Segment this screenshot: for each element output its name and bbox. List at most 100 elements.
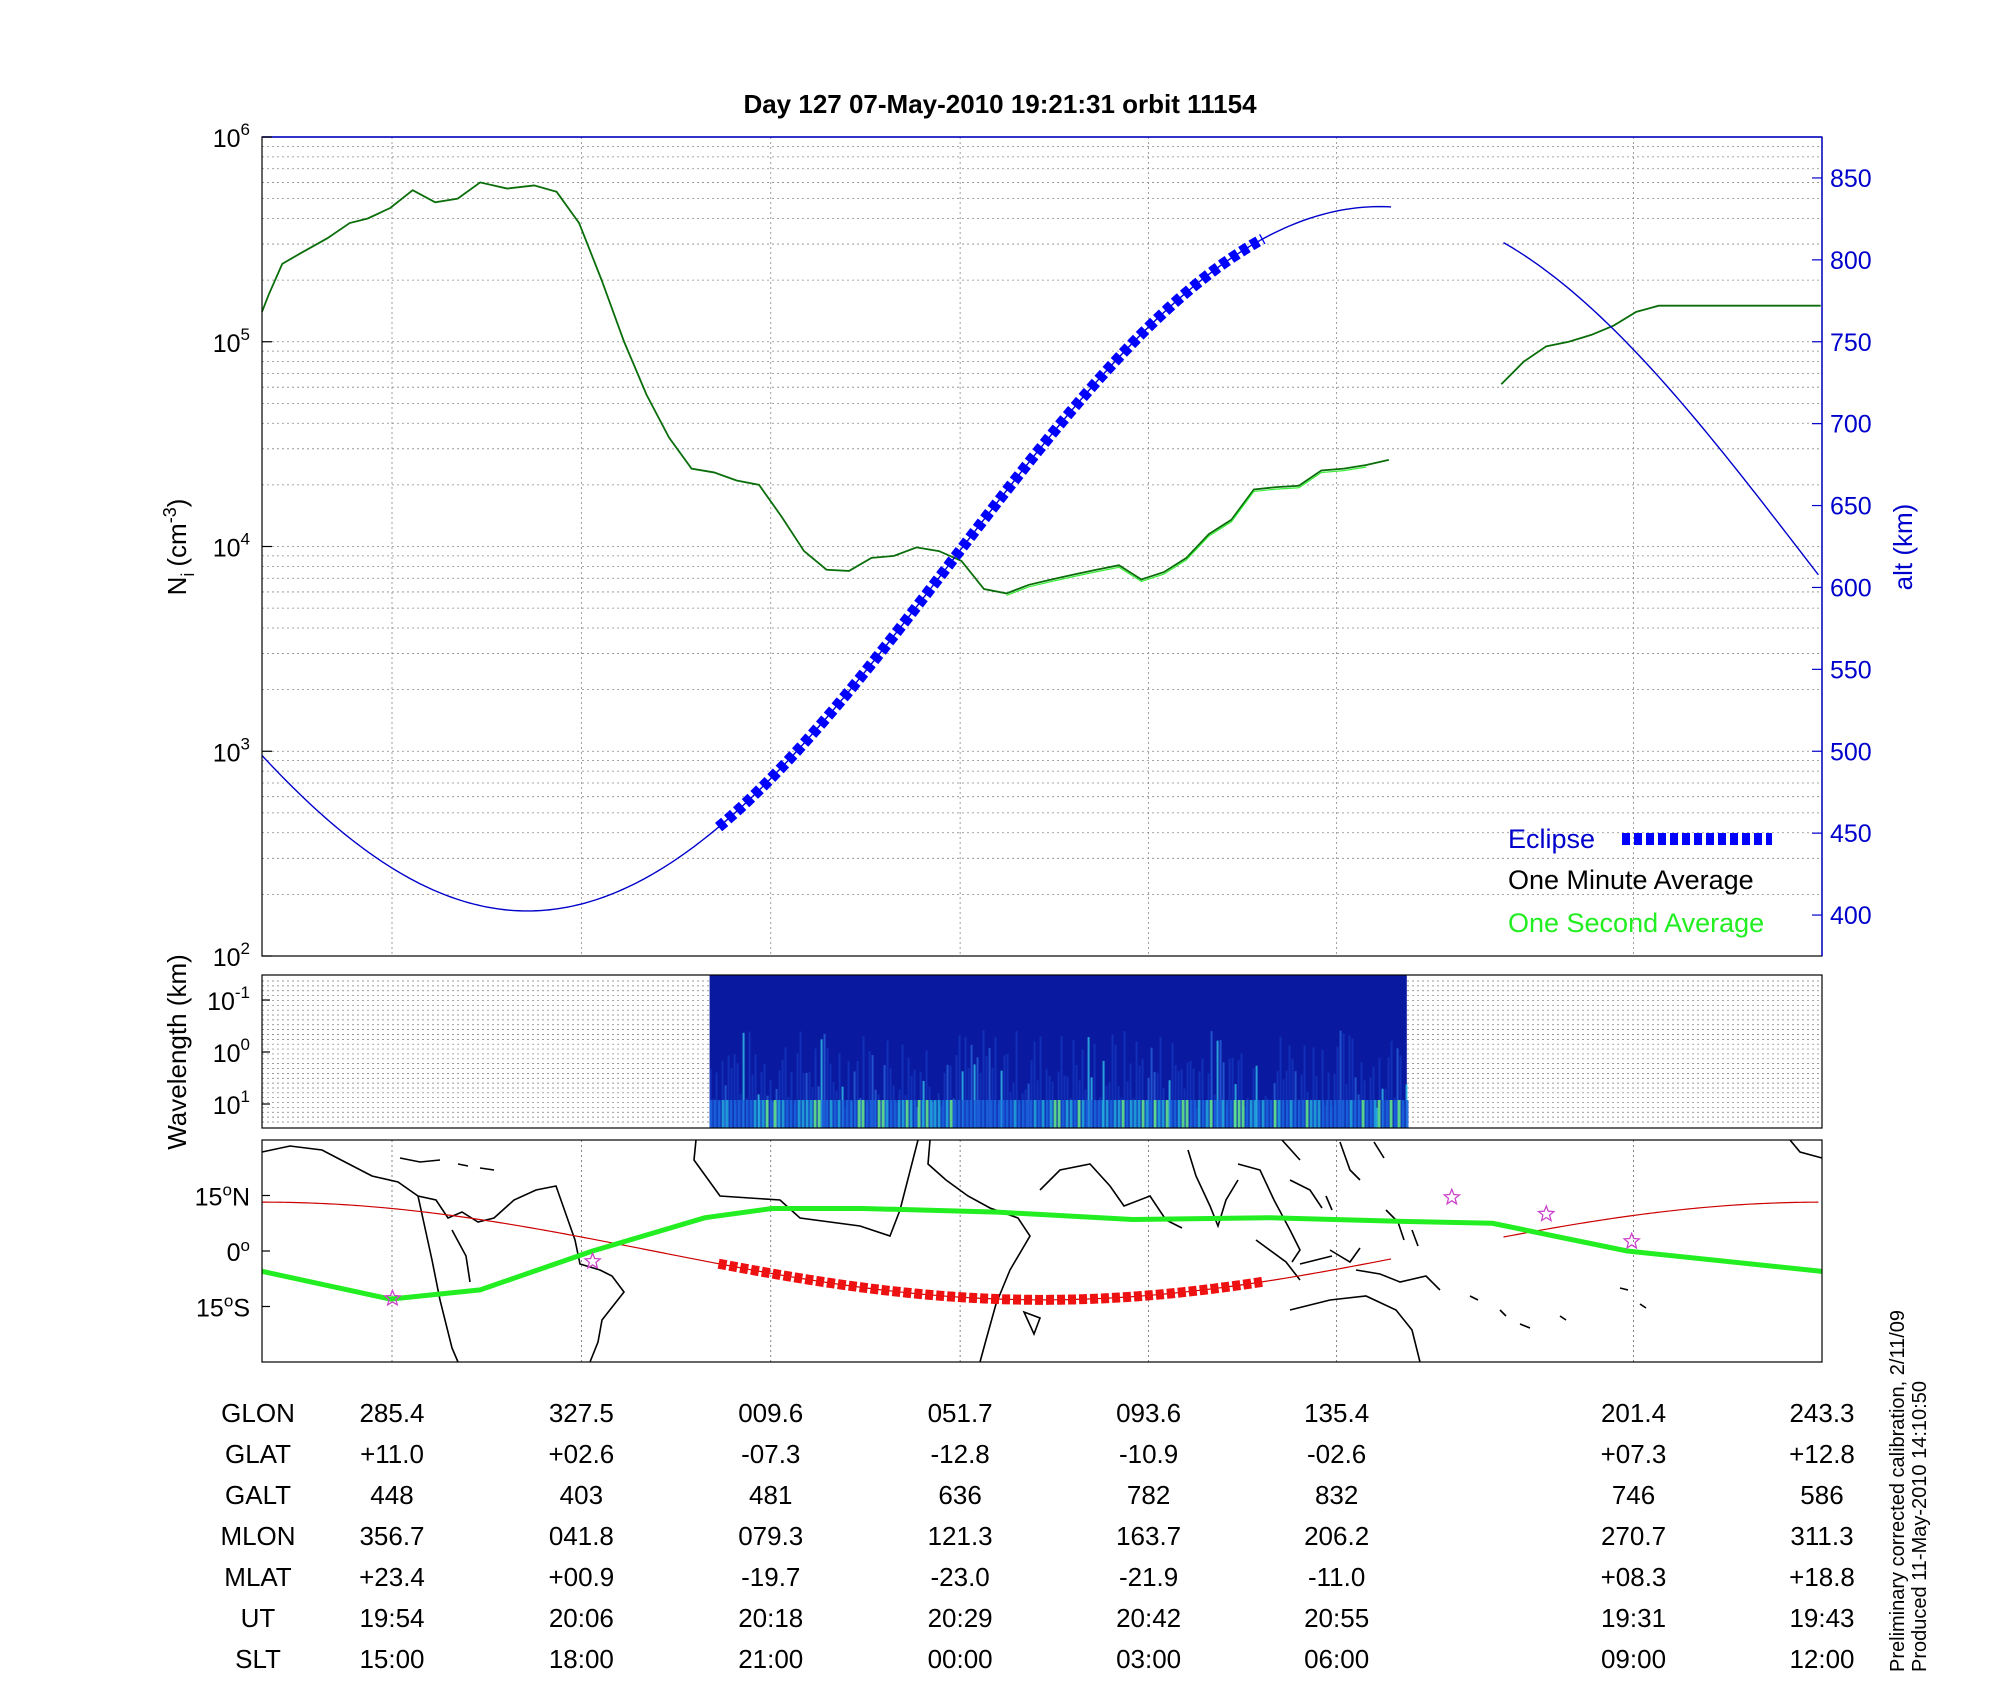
- spectrogram-streak: [1252, 1068, 1255, 1128]
- legend-one-minute: One Minute Average: [1508, 865, 1754, 895]
- spectrogram-band: [1397, 1100, 1401, 1128]
- coast-mexico: [1789, 1139, 1823, 1159]
- produced-note: Produced 11-May-2010 14:10:50: [1909, 1381, 1931, 1672]
- spectrogram-streak: [1360, 1062, 1363, 1128]
- star-marker: [583, 1251, 602, 1270]
- spectrogram-band: [1353, 1100, 1357, 1128]
- spectrogram-band: [1113, 1100, 1117, 1128]
- spectrogram-streak: [973, 1064, 976, 1128]
- altitude-line: [1503, 241, 1819, 576]
- spectrogram-band: [1325, 1100, 1329, 1128]
- spectrogram-streak: [1003, 1055, 1006, 1128]
- spectrogram-streak: [901, 1044, 904, 1128]
- spectrogram-band: [1373, 1100, 1377, 1128]
- spectrogram-streak: [1222, 1062, 1225, 1128]
- map-tick-label: 15oS: [196, 1292, 250, 1323]
- spectrogram-streak: [1150, 1047, 1153, 1128]
- spectrogram-band: [797, 1100, 801, 1128]
- spectrogram-streak: [1135, 1041, 1138, 1128]
- spectrogram-streak: [958, 1035, 961, 1128]
- table-cell: 00:00: [928, 1644, 993, 1674]
- spectrogram-band: [821, 1100, 825, 1128]
- spectrogram-streak: [847, 1061, 850, 1128]
- spectrogram-band: [989, 1100, 993, 1128]
- spectrogram-streak: [889, 1068, 892, 1128]
- spectrogram-band: [741, 1100, 745, 1128]
- spectrogram-band: [1261, 1100, 1265, 1128]
- spectrogram-band: [1229, 1100, 1233, 1128]
- spectrogram-band: [1405, 1100, 1409, 1128]
- spectrogram-band: [1381, 1100, 1385, 1128]
- ground-track-line: [1503, 1201, 1819, 1238]
- star-marker: [1622, 1231, 1641, 1250]
- spectrogram-streak: [1045, 1069, 1048, 1128]
- spectrogram-streak: [1186, 1062, 1189, 1128]
- table-cell: 18:00: [549, 1644, 614, 1674]
- spectrogram-band: [1345, 1100, 1349, 1128]
- spectrogram-streak: [1174, 1064, 1177, 1128]
- density-tick-label: 103: [213, 734, 250, 767]
- spectrogram-streak: [1192, 1068, 1195, 1128]
- table-cell: 285.4: [359, 1398, 424, 1428]
- spectrogram-streak: [808, 1071, 811, 1128]
- spectrogram-streak: [1378, 1058, 1381, 1128]
- map-panel: 15oN 0o 15oS: [195, 1139, 1823, 1363]
- spectrogram-streak: [820, 1039, 823, 1128]
- coast-indochina: [1289, 1179, 1333, 1211]
- spectrogram-band: [1253, 1100, 1257, 1128]
- table-cell: 121.3: [928, 1521, 993, 1551]
- spectrogram-streak: [1039, 1036, 1042, 1128]
- spectrogram-band: [1377, 1100, 1381, 1128]
- spectrogram-band: [1193, 1100, 1197, 1128]
- coast-madagascar: [1022, 1310, 1042, 1337]
- spectrogram-band: [1129, 1100, 1133, 1128]
- spectrogram-streak: [736, 1063, 739, 1128]
- spectrogram-streak: [742, 1032, 745, 1128]
- spectrogram-band: [921, 1100, 925, 1128]
- spectrogram-streak: [799, 1031, 802, 1128]
- table-cell: 09:00: [1601, 1644, 1666, 1674]
- spectrogram-streak: [1123, 1031, 1126, 1128]
- spectrogram-band: [1049, 1100, 1053, 1128]
- spectrogram-band: [713, 1100, 717, 1128]
- spectrogram-band: [805, 1100, 809, 1128]
- spectrogram-streak: [1294, 1071, 1297, 1128]
- spectrogram-streak: [838, 1053, 841, 1128]
- spectrogram-band: [1121, 1100, 1125, 1128]
- spectrogram-band: [793, 1100, 797, 1128]
- spectrogram-streak: [856, 1061, 859, 1128]
- spectrogram-streak: [1336, 1046, 1339, 1128]
- spectrogram-band: [1289, 1100, 1293, 1128]
- spectrogram-band: [1249, 1100, 1253, 1128]
- spectrogram-band: [1125, 1100, 1129, 1128]
- table-cell: 06:00: [1304, 1644, 1369, 1674]
- spectrogram-streak: [1348, 1035, 1351, 1128]
- spectrogram-band: [1025, 1100, 1029, 1128]
- spectrogram-band: [1169, 1100, 1173, 1128]
- spectrogram-band: [1205, 1100, 1209, 1128]
- table-cell: 009.6: [738, 1398, 803, 1428]
- spectrogram-band: [953, 1100, 957, 1128]
- top-panel-grid: [262, 137, 1823, 956]
- spectrogram-band: [893, 1100, 897, 1128]
- spectrogram-band: [1213, 1100, 1217, 1128]
- spectrogram-band: [1257, 1100, 1261, 1128]
- spectrogram-band: [1389, 1100, 1393, 1128]
- spectrogram-band: [1401, 1100, 1405, 1128]
- spectrogram-streak: [967, 1068, 970, 1128]
- spectrogram-streak: [883, 1065, 886, 1128]
- magnetic-equator-line: [261, 1205, 1823, 1302]
- spectrogram-streak: [1285, 1070, 1288, 1128]
- spectrogram-streak: [796, 1053, 799, 1128]
- table-cell: -23.0: [930, 1562, 989, 1592]
- spectrogram-band: [1269, 1100, 1273, 1128]
- table-cell: 403: [560, 1480, 603, 1510]
- altitude-axis-ticks: 400 450 500 550 600 650 700 750 800 850: [1812, 165, 1872, 930]
- spectrogram-band: [977, 1100, 981, 1128]
- spectrogram-band: [1185, 1100, 1189, 1128]
- spectrogram-streak: [1180, 1069, 1183, 1128]
- table-cell: 270.7: [1601, 1521, 1666, 1551]
- spectrogram-band: [749, 1100, 753, 1128]
- spectrogram-band: [717, 1100, 721, 1128]
